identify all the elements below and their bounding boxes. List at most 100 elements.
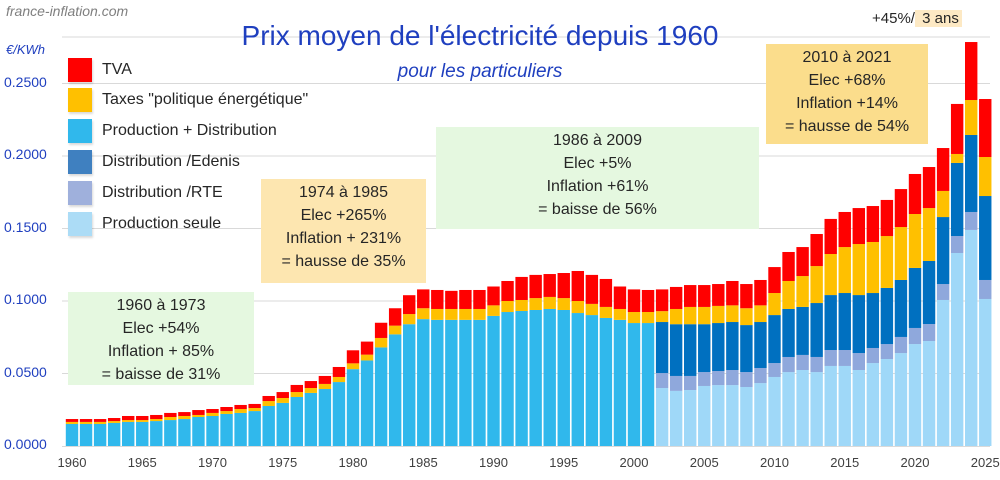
bar-segment-taxes-1979	[332, 376, 346, 383]
bar-segment-tva-1984	[403, 295, 416, 315]
annotation-line: 1974 à 1985	[299, 184, 388, 201]
bar-segment-rte-2010	[768, 363, 781, 377]
bar-segment-tva-2022	[936, 148, 950, 191]
bar-segment-prod-2025	[979, 298, 992, 446]
bar-segment-taxes-1975	[276, 398, 289, 403]
bar-segment-rte-2004	[684, 375, 697, 391]
y-tick-label: 0.0500	[4, 364, 47, 380]
bar-segment-prod_dist-1963	[107, 422, 121, 446]
legend-swatch	[68, 58, 92, 82]
bar-segment-taxes-2021	[922, 208, 936, 261]
bar-segment-rte-2017	[866, 347, 880, 364]
bar-segment-prod-2013	[810, 372, 823, 446]
legend-swatch	[68, 212, 92, 236]
annotation-1974-1985: 1974 à 1985 Elec +265% Inflation + 231% …	[261, 179, 426, 283]
bar-segment-edenis-2002	[655, 322, 669, 374]
bar-segment-tva-1971	[220, 407, 233, 412]
bar-segment-taxes-1966	[150, 419, 163, 422]
bar-segment-prod-2012	[796, 370, 809, 446]
bar-segment-rte-2008	[740, 372, 753, 387]
bar-segment-taxes-2008	[740, 308, 753, 326]
y-tick-label: 0.2000	[4, 146, 47, 162]
bar-segment-prod_dist-1994	[543, 308, 556, 446]
callout-highlight: 3 ans	[914, 10, 962, 27]
bar-segment-edenis-2009	[754, 322, 767, 368]
bar-segment-tva-2000	[627, 289, 641, 313]
bar-segment-taxes-1994	[543, 296, 556, 309]
bar-segment-taxes-2018	[880, 236, 894, 288]
legend-label: Production seule	[102, 215, 222, 232]
bar-segment-edenis-2023	[950, 162, 964, 237]
bar-segment-edenis-2004	[684, 324, 697, 376]
bar-segment-tva-2006	[712, 284, 725, 306]
bar-segment-prod_dist-1998	[599, 317, 613, 446]
bar-segment-prod_dist-1999	[613, 319, 627, 446]
bar-segment-prod-2011	[782, 372, 795, 446]
bar-segment-tva-1997	[585, 274, 599, 304]
bar-segment-taxes-2015	[838, 247, 851, 294]
bar-segment-taxes-1973	[248, 408, 261, 412]
bar-segment-prod_dist-1962	[93, 423, 107, 446]
legend-label: Taxes "politique énergétique"	[102, 91, 309, 108]
bar-segment-prod_dist-1985	[417, 319, 430, 447]
bar-segment-prod_dist-1974	[262, 405, 275, 446]
x-tick-label: 1965	[127, 455, 157, 470]
bar-segment-prod_dist-1987	[445, 319, 458, 446]
bar-segment-prod_dist-1981	[360, 360, 374, 446]
bar-segment-tva-1983	[388, 308, 402, 326]
bar-segment-taxes-1988	[459, 308, 472, 320]
annotation-line: 1986 à 2009	[553, 132, 642, 149]
bar-segment-prod_dist-1968	[178, 419, 191, 446]
y-axis-unit: €/KWh	[6, 42, 46, 57]
bar-segment-tva-2020	[908, 173, 922, 214]
bar-segment-rte-2025	[979, 279, 992, 299]
bar-segment-tva-1961	[79, 419, 93, 422]
bar-segment-taxes-2025	[979, 157, 992, 197]
bar-segment-edenis-2005	[698, 324, 711, 373]
bar-segment-rte-2024	[965, 211, 978, 230]
bar-segment-tva-2005	[698, 285, 711, 307]
bar-segment-prod_dist-1979	[332, 382, 346, 446]
bar-segment-tva-1988	[459, 289, 472, 309]
annotation-line: 2010 à 2021	[802, 49, 892, 66]
bar-segment-tva-1969	[192, 410, 205, 415]
bar-segment-taxes-1987	[445, 308, 458, 320]
bar-segment-taxes-1971	[220, 411, 233, 414]
bar-segment-prod-2017	[866, 363, 880, 446]
bar-segment-taxes-2024	[965, 100, 978, 135]
legend-swatch	[68, 181, 92, 205]
bar-segment-taxes-1997	[585, 303, 599, 316]
bar-segment-prod_dist-1996	[571, 313, 584, 446]
bar-segment-edenis-2012	[796, 306, 809, 355]
bar-segment-taxes-1984	[403, 314, 416, 325]
annotation-line: Inflation +14%	[796, 95, 898, 112]
bar-segment-prod_dist-1993	[529, 309, 542, 446]
bar-segment-taxes-1976	[290, 392, 303, 397]
x-tick-label: 1985	[408, 455, 438, 470]
bar-segment-taxes-1986	[431, 308, 444, 320]
bar-segment-tva-1974	[262, 395, 275, 402]
bar-segment-taxes-2012	[796, 276, 809, 307]
bar-segment-prod_dist-1972	[234, 412, 247, 446]
bar-segment-taxes-1992	[515, 299, 528, 312]
legend-item-prod: Production seule	[68, 212, 221, 236]
annotation-1960-1973: 1960 à 1973 Elec +54% Inflation + 85% = …	[68, 292, 254, 385]
bar-segment-tva-1989	[473, 289, 486, 309]
legend-swatch	[68, 150, 92, 174]
bar-segment-taxes-1978	[318, 383, 332, 390]
bar-segment-rte-2011	[782, 356, 795, 373]
bar-segment-tva-1979	[332, 366, 346, 377]
y-tick-label: 0.1500	[4, 219, 47, 235]
legend-swatch	[68, 119, 92, 143]
annotation-line: = baisse de 31%	[101, 366, 221, 383]
bar-segment-prod-2016	[852, 370, 865, 446]
bar-segment-tva-1990	[487, 286, 500, 306]
bar-segment-rte-2022	[936, 284, 950, 300]
callout-3-year-increase: +45%/ 3 ans	[872, 10, 962, 27]
x-tick-label: 1990	[479, 455, 508, 470]
bar-segment-taxes-1963	[107, 421, 121, 423]
annotation-line: = baisse de 56%	[538, 201, 657, 218]
bar-segment-prod_dist-1964	[122, 421, 135, 446]
bar-segment-tva-2013	[810, 234, 823, 267]
bar-segment-edenis-2016	[852, 295, 865, 354]
